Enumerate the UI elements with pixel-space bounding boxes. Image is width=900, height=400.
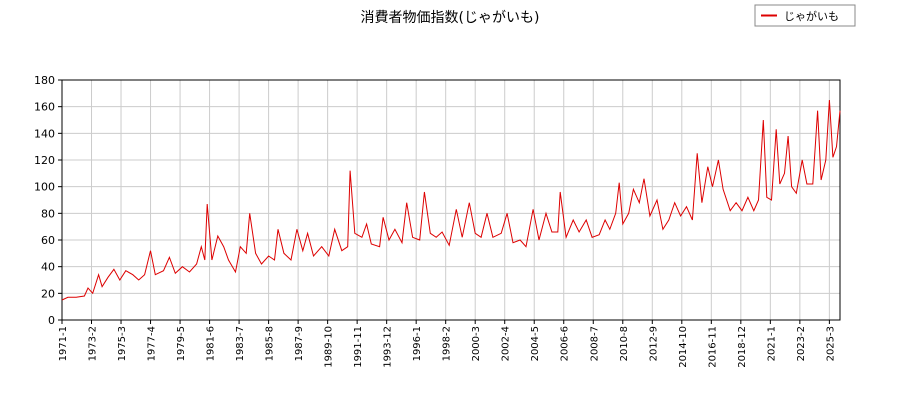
y-tick-label: 0 [48,314,55,327]
x-tick-label: 2002-4 [501,326,512,361]
legend-box [754,4,856,27]
x-tick-label: 1991-11 [353,326,364,368]
x-tick-label: 2016-11 [707,326,718,368]
y-tick-label: 140 [34,127,55,140]
y-tick-label: 100 [34,181,55,194]
x-tick-label: 1983-7 [235,326,246,361]
legend-label: じゃがいも [784,9,839,23]
y-tick-label: 180 [34,74,55,87]
x-tick-label: 1979-5 [176,326,187,361]
y-tick-label: 120 [34,154,55,167]
x-tick-label: 1998-2 [442,326,453,361]
x-tick-label: 2008-7 [589,326,600,361]
x-tick-label: 2004-5 [530,326,541,361]
legend: じゃがいも [754,4,856,27]
x-tick-label: 2000-3 [471,326,482,361]
x-tick-label: 2006-6 [560,326,571,361]
x-tick-label: 1987-9 [294,326,305,361]
x-tick-label: 1971-1 [58,326,69,361]
y-tick-label: 80 [41,207,55,220]
x-tick-label: 2014-10 [678,326,689,368]
x-tick-label: 1993-12 [383,326,394,368]
x-tick-label: 2018-12 [737,326,748,368]
x-tick-label: 1981-6 [206,326,217,361]
y-tick-label: 40 [41,261,55,274]
chart-title: 消費者物価指数(じゃがいも) [361,10,540,26]
x-tick-label: 1977-4 [147,326,158,361]
x-tick-label: 1985-8 [265,326,276,361]
x-tick-label: 2025-3 [825,326,836,361]
x-tick-label: 2023-2 [796,326,807,361]
x-tick-label: 2010-8 [619,326,630,361]
x-tick-label: 2012-9 [648,326,659,361]
y-tick-label: 20 [41,287,55,300]
plot-frame [61,79,841,321]
y-tick-label: 60 [41,234,55,247]
x-tick-label: 1996-1 [412,326,423,361]
x-tick-label: 2021-1 [766,326,777,361]
data-line [61,99,841,301]
x-tick-label: 1973-2 [88,326,99,361]
x-tick-label: 1989-10 [324,326,335,368]
x-tick-label: 1975-3 [117,326,128,361]
y-tick-label: 160 [34,101,55,114]
